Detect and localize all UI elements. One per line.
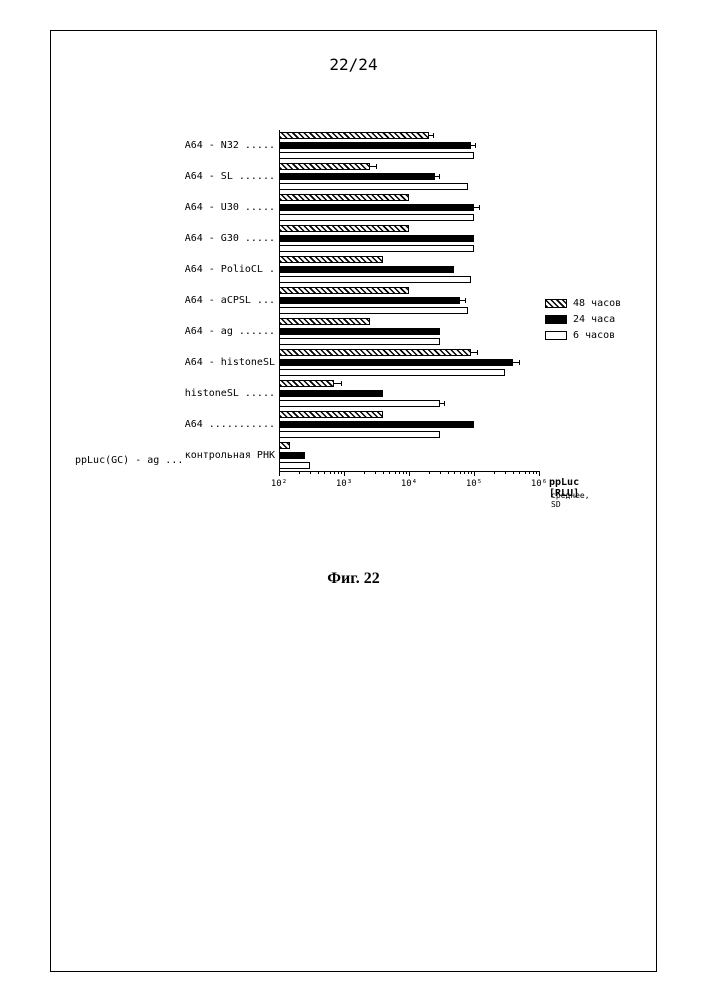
error-bar	[440, 403, 444, 404]
bar-24h	[279, 204, 474, 211]
bar-group	[279, 378, 650, 409]
error-bar	[435, 176, 439, 177]
error-bar	[471, 352, 477, 353]
category-label: histoneSL .....	[60, 378, 279, 409]
chart-row: A64 - PolioCL .	[60, 254, 650, 285]
legend-item: 24 часа	[545, 311, 621, 327]
legend-item: 48 часов	[545, 295, 621, 311]
page: 22/24 ppLuc(GC) - ag ... A64 - N32 .....…	[0, 0, 707, 999]
bar-48h	[279, 349, 471, 356]
chart-row: A64 ...........	[60, 409, 650, 440]
error-bar	[370, 166, 376, 167]
bar-6h	[279, 338, 440, 345]
category-label: A64 ...........	[60, 409, 279, 440]
bar-6h	[279, 369, 505, 376]
bar-48h	[279, 256, 383, 263]
bar-24h	[279, 266, 454, 273]
bar-group	[279, 254, 650, 285]
bar-24h	[279, 390, 383, 397]
bar-48h	[279, 287, 409, 294]
legend-label: 24 часа	[573, 314, 615, 325]
bar-6h	[279, 276, 471, 283]
bar-6h	[279, 431, 440, 438]
chart-row: A64 - histoneSL	[60, 347, 650, 378]
legend-item: 6 часов	[545, 327, 621, 343]
error-bar	[471, 145, 475, 146]
bar-24h	[279, 359, 513, 366]
bar-24h	[279, 328, 440, 335]
bar-group	[279, 130, 650, 161]
bar-48h	[279, 194, 409, 201]
bar-48h	[279, 411, 383, 418]
bar-24h	[279, 235, 474, 242]
bar-24h	[279, 297, 460, 304]
legend-swatch	[545, 315, 567, 324]
category-label: A64 - SL ......	[60, 161, 279, 192]
chart-row: A64 - U30 .....	[60, 192, 650, 223]
bar-48h	[279, 380, 334, 387]
error-bar	[334, 383, 341, 384]
bar-48h	[279, 442, 290, 449]
bar-24h	[279, 421, 474, 428]
bar-group	[279, 161, 650, 192]
error-bar	[429, 135, 433, 136]
category-label: A64 - ag ......	[60, 316, 279, 347]
category-label: A64 - N32 .....	[60, 130, 279, 161]
bar-6h	[279, 245, 474, 252]
category-label: A64 - G30 .....	[60, 223, 279, 254]
chart-row: A64 - N32 .....	[60, 130, 650, 161]
bar-6h	[279, 214, 474, 221]
bar-48h	[279, 163, 370, 170]
legend: 48 часов 24 часа 6 часов	[545, 295, 621, 343]
category-label: A64 - aCPSL ...	[60, 285, 279, 316]
chart-row: контрольная РНК	[60, 440, 650, 471]
bar-group	[279, 192, 650, 223]
chart-row: A64 - G30 .....	[60, 223, 650, 254]
bar-group	[279, 409, 650, 440]
legend-label: 6 часов	[573, 330, 615, 341]
legend-swatch	[545, 331, 567, 340]
bar-24h	[279, 452, 305, 459]
category-label: A64 - PolioCL .	[60, 254, 279, 285]
error-bar	[460, 300, 465, 301]
error-bar	[513, 362, 519, 363]
bar-6h	[279, 183, 468, 190]
chart-row: histoneSL .....	[60, 378, 650, 409]
figure-caption: Фиг. 22	[0, 570, 707, 588]
bar-24h	[279, 142, 471, 149]
bar-group	[279, 440, 650, 471]
category-label: A64 - histoneSL	[60, 347, 279, 378]
bar-24h	[279, 173, 435, 180]
legend-label: 48 часов	[573, 298, 621, 309]
bar-6h	[279, 462, 310, 469]
bar-48h	[279, 318, 370, 325]
bar-group	[279, 347, 650, 378]
page-number: 22/24	[0, 55, 707, 74]
error-bar	[474, 207, 479, 208]
bar-6h	[279, 400, 440, 407]
legend-swatch	[545, 299, 567, 308]
bar-6h	[279, 307, 468, 314]
category-label: контрольная РНК	[60, 440, 279, 471]
category-label: A64 - U30 .....	[60, 192, 279, 223]
bar-6h	[279, 152, 474, 159]
bar-48h	[279, 132, 429, 139]
chart-row: A64 - SL ......	[60, 161, 650, 192]
bar-48h	[279, 225, 409, 232]
bar-group	[279, 223, 650, 254]
